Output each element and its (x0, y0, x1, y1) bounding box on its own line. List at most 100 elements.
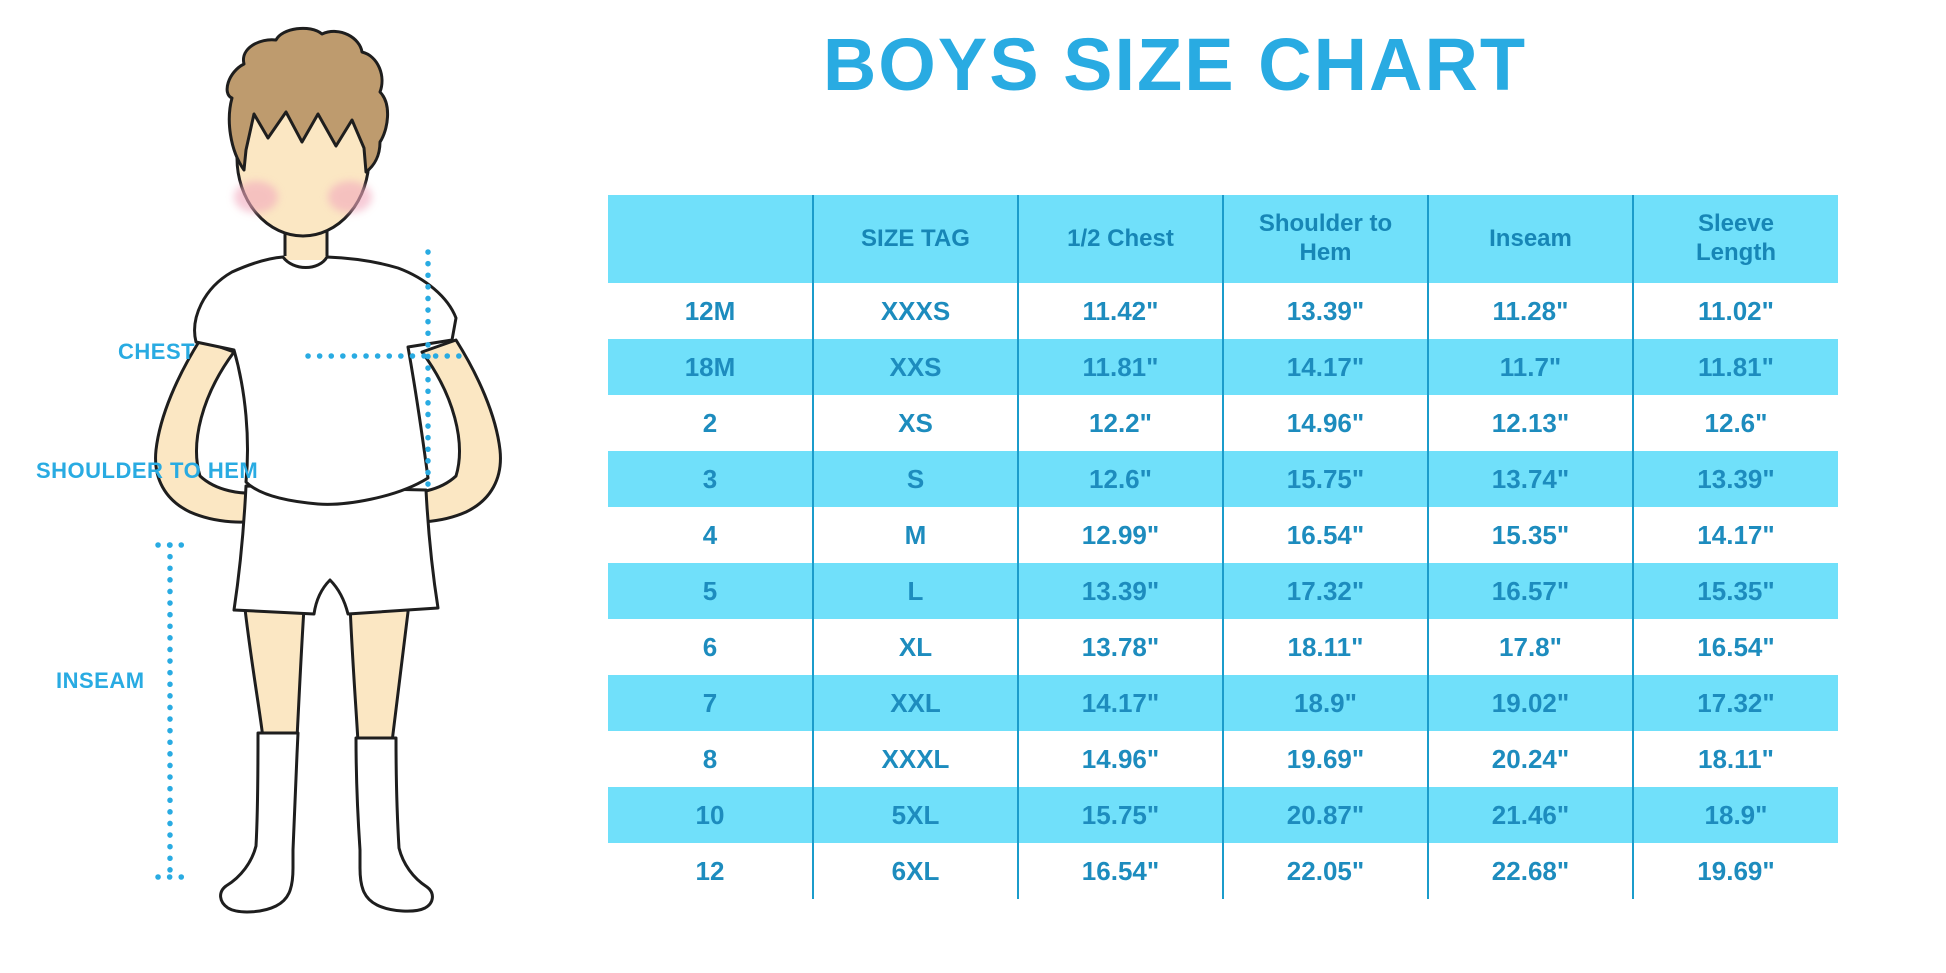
cell-measurement: 11.81" (1017, 339, 1223, 395)
boy-shirt (193, 255, 458, 506)
cell-measurement: 13.78" (1017, 619, 1223, 675)
cell-measurement: 22.68" (1427, 843, 1633, 899)
cell-measurement: 14.17" (1632, 507, 1838, 563)
cell-measurement: 18.11" (1222, 619, 1428, 675)
cell-size: 8 (608, 731, 813, 787)
table-body: 12M XXXS 11.42" 13.39" 11.28" 11.02" 18M XXS 11.… (608, 283, 1838, 899)
cell-measurement: 17.32" (1222, 563, 1428, 619)
cell-measurement: 19.69" (1222, 731, 1428, 787)
cell-measurement: 14.17" (1017, 675, 1223, 731)
boy-shorts (232, 484, 440, 616)
column-header: 1/2 Chest (1017, 195, 1223, 283)
boy-cheek-right (328, 181, 372, 213)
cell-size: 18M (608, 339, 813, 395)
cell-measurement: 11.81" (1632, 339, 1838, 395)
table-row: 8 XXXL 14.96" 19.69" 20.24" 18.11" (608, 731, 1838, 787)
boy-cheek-left (234, 181, 278, 213)
boy-head (225, 26, 389, 238)
cell-size: 7 (608, 675, 813, 731)
cell-measurement: 13.74" (1427, 451, 1633, 507)
cell-measurement: 21.46" (1427, 787, 1633, 843)
size-table-container: SIZE TAG 1/2 Chest Shoulder to Hem Inseam Sl… (608, 195, 1838, 899)
column-header: SIZE TAG (812, 195, 1018, 283)
cell-measurement: XXS (812, 339, 1018, 395)
cell-measurement: 17.8" (1427, 619, 1633, 675)
cell-measurement: 6XL (812, 843, 1018, 899)
cell-size: 12 (608, 843, 813, 899)
cell-measurement: 20.87" (1222, 787, 1428, 843)
cell-measurement: 12.6" (1017, 451, 1223, 507)
cell-size: 3 (608, 451, 813, 507)
cell-measurement: 14.96" (1222, 395, 1428, 451)
cell-measurement: 11.42" (1017, 283, 1223, 339)
cell-measurement: 11.28" (1427, 283, 1633, 339)
table-row: 12M XXXS 11.42" 13.39" 11.28" 11.02" (608, 283, 1838, 339)
cell-measurement: 13.39" (1632, 451, 1838, 507)
cell-measurement: 5XL (812, 787, 1018, 843)
cell-measurement: 13.39" (1222, 283, 1428, 339)
column-header: Sleeve Length (1632, 195, 1838, 283)
measurement-lines (155, 249, 471, 880)
cell-measurement: S (812, 451, 1018, 507)
cell-measurement: XXXL (812, 731, 1018, 787)
shoulder-to-hem-label: SHOULDER TO HEM (36, 458, 259, 483)
cell-measurement: XS (812, 395, 1018, 451)
cell-measurement: 14.17" (1222, 339, 1428, 395)
table-header-row: SIZE TAG 1/2 Chest Shoulder to Hem Inseam Sl… (608, 195, 1838, 283)
column-header-empty (608, 195, 813, 283)
cell-measurement: 12.6" (1632, 395, 1838, 451)
cell-measurement: 19.02" (1427, 675, 1633, 731)
cell-size: 5 (608, 563, 813, 619)
chest-label: CHEST (118, 339, 196, 364)
table-row: 5 L 13.39" 17.32" 16.57" 15.35" (608, 563, 1838, 619)
cell-measurement: 16.54" (1222, 507, 1428, 563)
cell-measurement: 11.02" (1632, 283, 1838, 339)
cell-measurement: 12.99" (1017, 507, 1223, 563)
cell-measurement: XXL (812, 675, 1018, 731)
cell-measurement: 11.7" (1427, 339, 1633, 395)
cell-size: 6 (608, 619, 813, 675)
cell-measurement: 20.24" (1427, 731, 1633, 787)
cell-measurement: 22.05" (1222, 843, 1428, 899)
cell-size: 2 (608, 395, 813, 451)
column-header: Inseam (1427, 195, 1633, 283)
size-table: SIZE TAG 1/2 Chest Shoulder to Hem Inseam Sl… (608, 195, 1838, 899)
boy-illustration (154, 26, 502, 914)
cell-measurement: XXXS (812, 283, 1018, 339)
cell-measurement: 12.13" (1427, 395, 1633, 451)
column-header: Shoulder to Hem (1222, 195, 1428, 283)
boy-hair (225, 26, 389, 174)
cell-measurement: 19.69" (1632, 843, 1838, 899)
cell-measurement: 15.75" (1017, 787, 1223, 843)
cell-measurement: L (812, 563, 1018, 619)
cell-size: 4 (608, 507, 813, 563)
cell-measurement: 16.54" (1017, 843, 1223, 899)
cell-measurement: 16.57" (1427, 563, 1633, 619)
cell-measurement: 12.2" (1017, 395, 1223, 451)
cell-measurement: 15.35" (1427, 507, 1633, 563)
boy-socks (219, 731, 434, 914)
cell-measurement: 18.9" (1222, 675, 1428, 731)
cell-measurement: XL (812, 619, 1018, 675)
table-row: 3 S 12.6" 15.75" 13.74" 13.39" (608, 451, 1838, 507)
cell-measurement: 18.9" (1632, 787, 1838, 843)
table-row: 6 XL 13.78" 18.11" 17.8" 16.54" (608, 619, 1838, 675)
cell-measurement: 15.35" (1632, 563, 1838, 619)
page-title: BOYS SIZE CHART (822, 23, 1528, 106)
table-row: 4 M 12.99" 16.54" 15.35" 14.17" (608, 507, 1838, 563)
cell-measurement: M (812, 507, 1018, 563)
cell-measurement: 16.54" (1632, 619, 1838, 675)
table-row: 18M XXS 11.81" 14.17" 11.7" 11.81" (608, 339, 1838, 395)
cell-size: 10 (608, 787, 813, 843)
table-row: 2 XS 12.2" 14.96" 12.13" 12.6" (608, 395, 1838, 451)
cell-measurement: 13.39" (1017, 563, 1223, 619)
inseam-label: INSEAM (56, 668, 145, 693)
boy-legs (242, 598, 410, 744)
table-row: 10 5XL 15.75" 20.87" 21.46" 18.9" (608, 787, 1838, 843)
table-row: 12 6XL 16.54" 22.05" 22.68" 19.69" (608, 843, 1838, 899)
cell-measurement: 15.75" (1222, 451, 1428, 507)
cell-measurement: 14.96" (1017, 731, 1223, 787)
cell-measurement: 17.32" (1632, 675, 1838, 731)
cell-size: 12M (608, 283, 813, 339)
